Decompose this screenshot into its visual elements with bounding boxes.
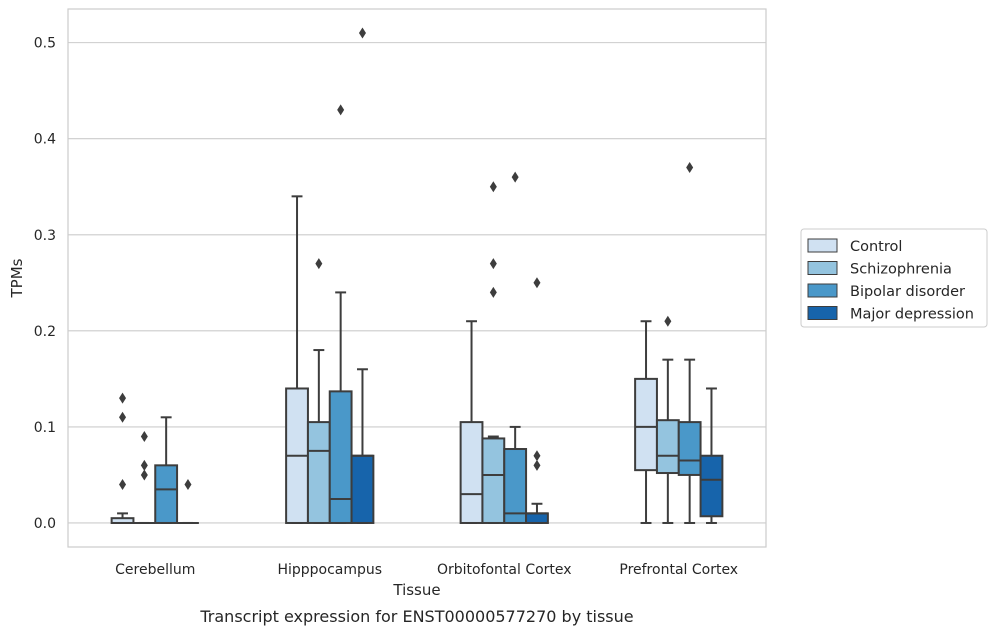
box-bipolar-disorder [677,162,702,524]
box-body [459,421,484,524]
outlier-point [511,171,519,183]
outlier-point [358,27,366,39]
outlier-point [489,286,497,298]
legend-label: Bipolar disorder [850,284,965,300]
x-axis-label: Tissue [392,581,440,599]
outlier-point [184,479,192,491]
outlier-point [533,459,541,471]
outlier-point [489,258,497,270]
outlier-point [533,277,541,289]
plot-frame [67,8,767,548]
box-schizophrenia [481,181,506,524]
x-tick-label: Cerebellum [115,562,195,578]
legend-frame [800,228,988,328]
legend-swatch [807,238,838,253]
y-tick-label: 0.1 [34,420,56,436]
chart-caption: Transcript expression for ENST0000057727… [199,607,633,626]
legend-swatch [807,261,838,275]
box-body [503,448,528,524]
y-tick-label: 0.2 [34,324,56,340]
y-tick-label: 0.3 [34,228,56,244]
y-axis-label: TPMs [8,258,26,298]
y-tick-label: 0.0 [34,516,56,532]
box-bipolar-disorder [154,416,179,524]
y-tick-label: 0.5 [34,36,56,52]
box-control [634,320,658,524]
box-body [350,454,375,524]
legend: Control Schizophrenia Bipolar disorder Majo… [800,228,988,328]
box-body [634,377,658,472]
box-body [677,421,702,476]
outlier-point [686,162,694,174]
outlier-point [119,392,127,404]
box-body [306,421,331,524]
box-bipolar-disorder [503,171,528,524]
legend-swatch [807,306,838,320]
box-series [110,27,724,524]
box-body [154,464,179,524]
legend-label: Major depression [850,307,974,323]
y-tick-labels: 0.0 0.1 0.2 0.3 0.4 0.5 [34,36,56,532]
x-tick-label: Orbitofontal Cortex [437,562,572,578]
outlier-point [315,258,323,270]
box-major-depression [525,277,549,524]
box-body [525,512,549,524]
outlier-point [337,104,345,116]
box-major-depression [177,479,199,524]
legend-swatch [807,283,838,298]
box-body [655,419,680,475]
x-tick-labels: Cerebellum Hipppocampus Orbitofontal Corte… [115,562,738,578]
box-schizophrenia [306,258,331,524]
outlier-point [664,315,672,327]
outlier-point [533,450,541,462]
x-tick-label: Prefrontal Cortex [619,562,738,578]
box-control [110,392,135,524]
box-control [459,320,484,524]
box-schizophrenia [133,431,156,524]
box-major-depression [350,27,375,524]
y-tick-label: 0.4 [34,132,56,148]
x-tick-label: Hipppocampus [277,562,382,578]
box-body [328,390,353,524]
legend-label: Schizophrenia [850,262,952,278]
outlier-point [489,181,497,193]
box-control [285,195,309,524]
outlier-point [119,479,127,491]
box-bipolar-disorder [328,104,353,524]
legend-label: Control [850,239,902,255]
outlier-point [140,469,148,481]
box-schizophrenia [655,315,680,524]
box-body [699,454,724,518]
box-major-depression [699,387,724,524]
box-body [481,437,506,524]
outlier-point [140,431,148,443]
outlier-point [119,411,127,423]
outlier-point [140,459,148,471]
